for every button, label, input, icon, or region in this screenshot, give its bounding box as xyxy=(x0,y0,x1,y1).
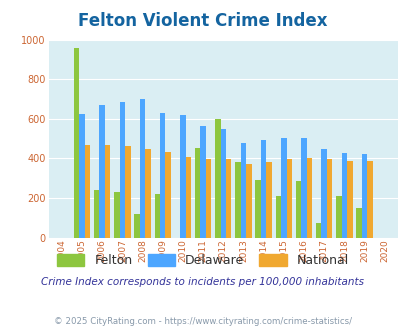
Bar xyxy=(275,196,280,238)
Bar xyxy=(295,181,301,238)
Legend: Felton, Delaware, National: Felton, Delaware, National xyxy=(57,254,348,267)
Bar xyxy=(114,192,119,238)
Bar xyxy=(220,129,226,238)
Bar xyxy=(215,119,220,238)
Bar xyxy=(286,159,291,238)
Bar xyxy=(361,154,367,238)
Bar xyxy=(74,48,79,238)
Bar xyxy=(260,140,266,238)
Bar xyxy=(139,99,145,238)
Bar xyxy=(335,196,341,238)
Bar xyxy=(160,113,165,238)
Bar xyxy=(346,161,352,238)
Bar xyxy=(315,223,321,238)
Bar xyxy=(134,214,139,238)
Bar xyxy=(200,126,205,238)
Bar xyxy=(104,145,110,238)
Text: © 2025 CityRating.com - https://www.cityrating.com/crime-statistics/: © 2025 CityRating.com - https://www.city… xyxy=(54,317,351,326)
Bar xyxy=(154,194,160,238)
Bar xyxy=(341,153,346,238)
Bar xyxy=(194,148,200,238)
Bar xyxy=(125,146,130,238)
Bar xyxy=(180,115,185,238)
Bar xyxy=(145,148,150,238)
Bar xyxy=(85,145,90,238)
Bar xyxy=(79,114,85,238)
Bar xyxy=(119,102,125,238)
Bar xyxy=(245,164,251,238)
Bar xyxy=(367,161,372,238)
Bar xyxy=(240,143,245,238)
Bar xyxy=(255,180,260,238)
Bar xyxy=(321,148,326,238)
Bar xyxy=(326,159,332,238)
Bar xyxy=(185,157,191,238)
Bar xyxy=(306,158,311,238)
Text: Felton Violent Crime Index: Felton Violent Crime Index xyxy=(78,12,327,30)
Bar xyxy=(205,159,211,238)
Bar xyxy=(280,138,286,238)
Bar xyxy=(356,208,361,238)
Bar xyxy=(99,105,104,238)
Text: Crime Index corresponds to incidents per 100,000 inhabitants: Crime Index corresponds to incidents per… xyxy=(41,277,364,287)
Bar xyxy=(94,190,99,238)
Bar xyxy=(266,162,271,238)
Bar xyxy=(235,162,240,238)
Bar xyxy=(165,152,171,238)
Bar xyxy=(301,138,306,238)
Bar xyxy=(226,159,231,238)
